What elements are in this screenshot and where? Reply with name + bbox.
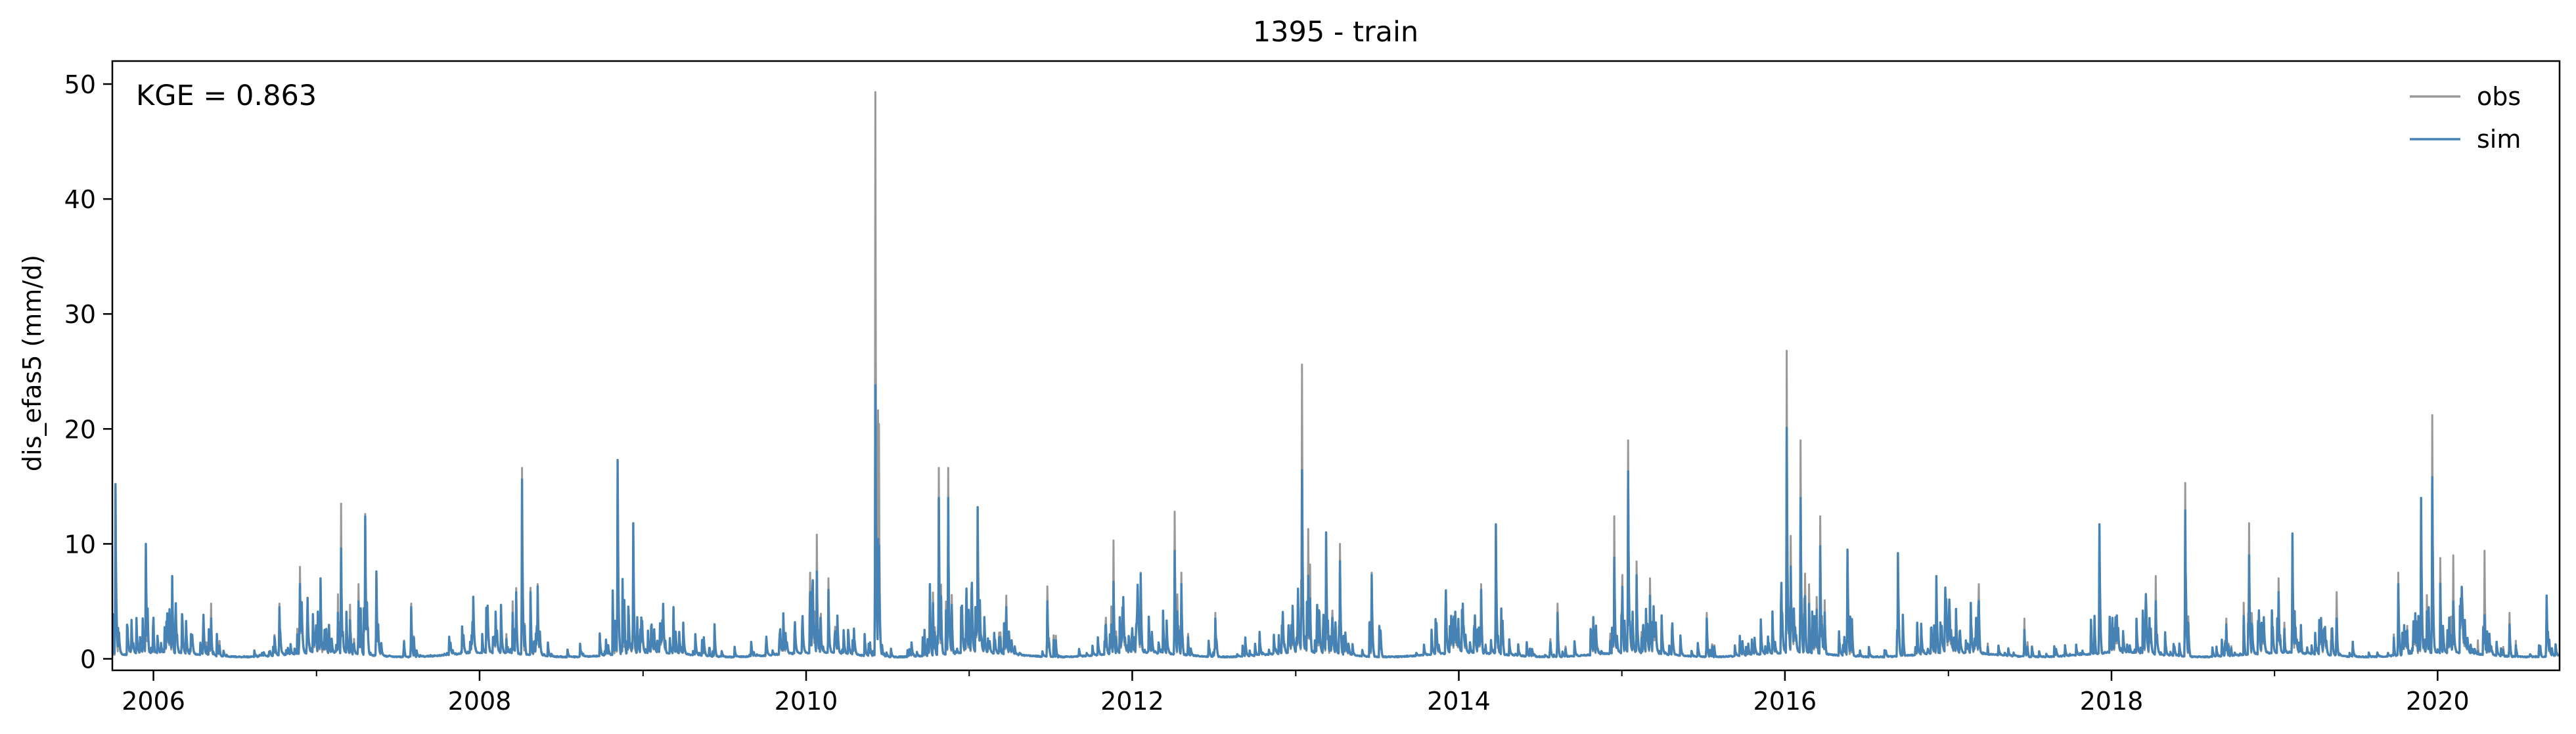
y-tick-label: 20 (64, 415, 96, 444)
x-tick-label: 2014 (1427, 687, 1491, 716)
y-tick-label: 30 (64, 300, 96, 329)
legend-sim-label: sim (2477, 125, 2521, 154)
x-tick-label: 2012 (1100, 687, 1164, 716)
chart-title: 1395 - train (1253, 16, 1418, 49)
x-tick-label: 2020 (2406, 687, 2470, 716)
x-tick-label: 2010 (775, 687, 838, 716)
legend: obs sim (2410, 82, 2521, 154)
sim-series (112, 384, 2560, 659)
y-tick-label: 0 (80, 645, 96, 674)
x-tick-label: 2008 (448, 687, 512, 716)
y-tick-label: 50 (64, 70, 96, 99)
x-tick-label: 2006 (122, 687, 185, 716)
x-tick-label: 2016 (1753, 687, 1817, 716)
y-tick-label: 40 (64, 185, 96, 214)
sim-line (112, 384, 2560, 659)
kge-annotation: KGE = 0.863 (136, 79, 317, 112)
legend-obs-label: obs (2477, 82, 2521, 111)
y-axis-label: dis_efas5 (mm/d) (18, 255, 47, 471)
y-tick-label: 10 (64, 530, 96, 559)
y-axis-ticks: 0 10 20 30 40 50 (64, 70, 112, 674)
x-axis-ticks: 2006 2008 2010 2012 2014 2016 2018 2020 (122, 670, 2470, 716)
plot-frame (111, 60, 2561, 672)
x-tick-label: 2018 (2080, 687, 2144, 716)
